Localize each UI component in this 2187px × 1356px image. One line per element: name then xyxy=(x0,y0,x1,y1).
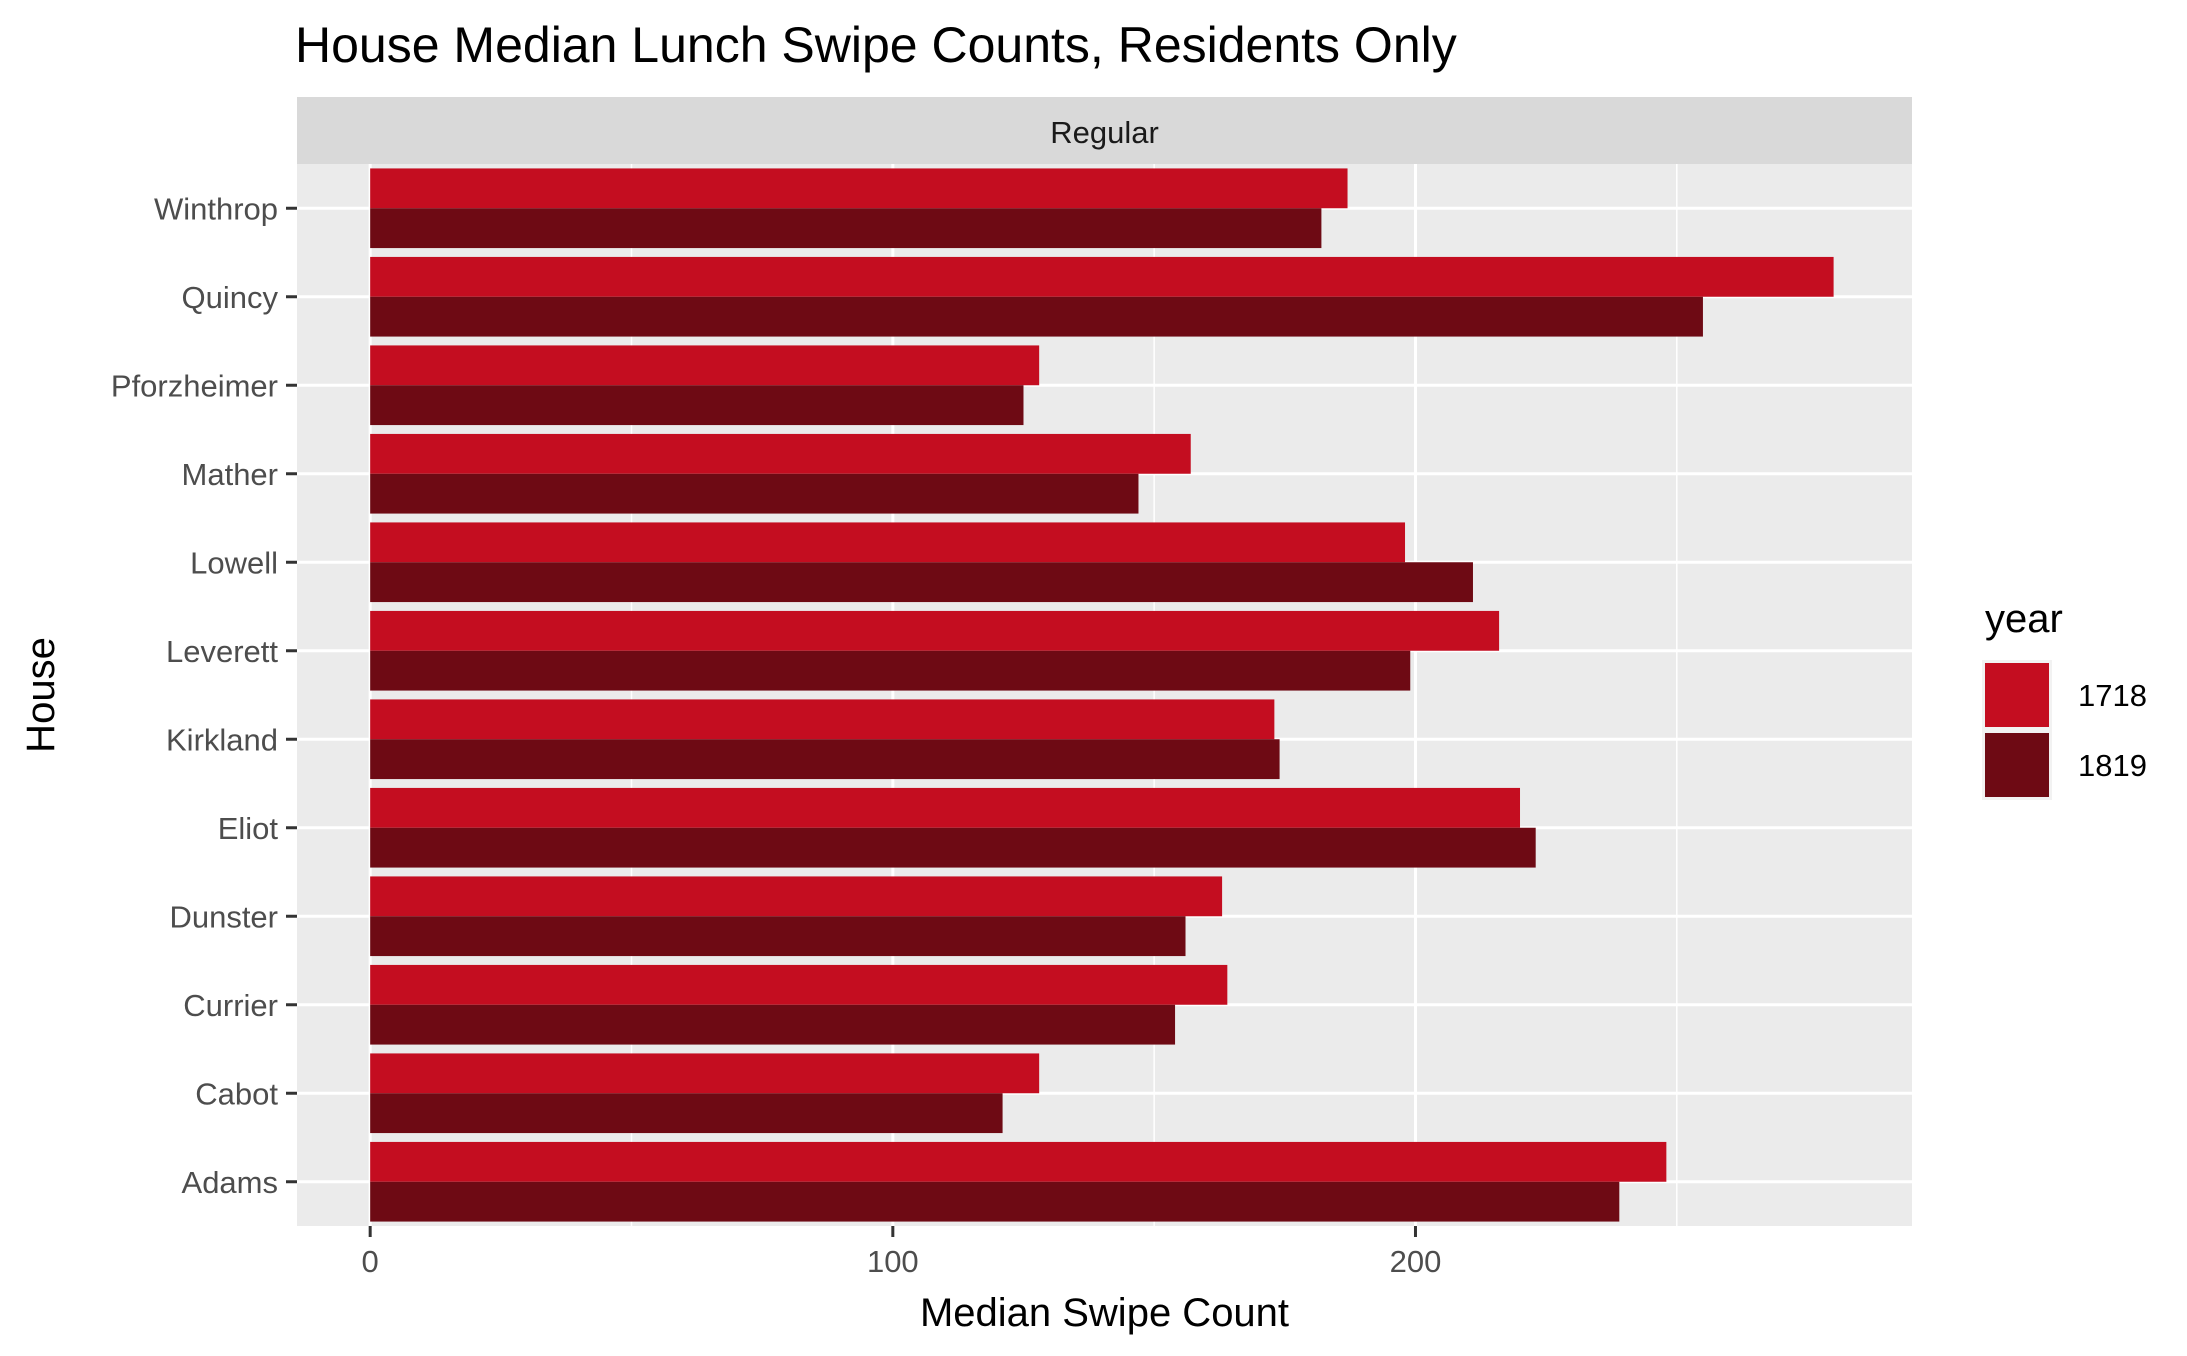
bar-pforzheimer-1718 xyxy=(370,345,1040,386)
bar-currier-1718 xyxy=(370,964,1228,1005)
y-tick-label: Cabot xyxy=(195,1076,278,1111)
bar-kirkland-1819 xyxy=(370,739,1280,780)
x-axis-title: Median Swipe Count xyxy=(920,1291,1289,1335)
y-tick-label: Pforzheimer xyxy=(111,368,278,403)
bar-winthrop-1819 xyxy=(370,208,1322,249)
legend-swatch-1819 xyxy=(1985,733,2049,797)
bar-mather-1718 xyxy=(370,433,1191,474)
y-tick-label: Quincy xyxy=(182,280,279,315)
bars xyxy=(370,168,1834,1222)
bar-leverett-1718 xyxy=(370,610,1500,651)
y-tick-label: Dunster xyxy=(169,899,278,934)
facet-strip-label: Regular xyxy=(1050,115,1159,150)
y-tick-label: Eliot xyxy=(218,811,279,846)
bar-dunster-1718 xyxy=(370,876,1223,917)
y-tick-label: Adams xyxy=(182,1165,278,1200)
bar-mather-1819 xyxy=(370,473,1139,514)
x-tick-label: 200 xyxy=(1390,1244,1442,1279)
bar-eliot-1819 xyxy=(370,827,1536,868)
y-axis-title: House xyxy=(19,637,63,753)
y-tick-label: Currier xyxy=(183,988,278,1023)
bar-cabot-1718 xyxy=(370,1053,1040,1094)
facet-strip xyxy=(297,97,1912,164)
bar-kirkland-1718 xyxy=(370,699,1275,740)
y-tick-label: Kirkland xyxy=(166,722,278,757)
y-tick-label: Winthrop xyxy=(154,191,278,226)
y-tick-label: Mather xyxy=(182,457,278,492)
plot-panel xyxy=(297,164,1912,1226)
y-tick-label: Leverett xyxy=(166,634,278,669)
bar-adams-1718 xyxy=(370,1141,1667,1182)
bar-pforzheimer-1819 xyxy=(370,385,1024,426)
bar-eliot-1718 xyxy=(370,787,1521,828)
bar-leverett-1819 xyxy=(370,650,1411,691)
bar-lowell-1819 xyxy=(370,562,1473,603)
bar-quincy-1819 xyxy=(370,296,1703,337)
bar-currier-1819 xyxy=(370,1004,1176,1045)
bar-winthrop-1718 xyxy=(370,168,1348,209)
y-axis: Adams Cabot Currier Dunster Eliot Kirkland Lev… xyxy=(111,191,297,1200)
bar-cabot-1819 xyxy=(370,1093,1003,1134)
chart-title: House Median Lunch Swipe Counts, Residen… xyxy=(295,17,1457,73)
legend-label-1718: 1718 xyxy=(2078,678,2147,713)
legend: year 1718 1819 xyxy=(1982,597,2147,800)
x-axis: 0 100 200 xyxy=(362,1226,1442,1279)
bar-adams-1819 xyxy=(370,1181,1620,1222)
bar-quincy-1718 xyxy=(370,256,1834,297)
x-tick-label: 0 xyxy=(362,1244,379,1279)
bar-lowell-1718 xyxy=(370,522,1406,563)
x-tick-label: 100 xyxy=(867,1244,919,1279)
legend-label-1819: 1819 xyxy=(2078,748,2147,783)
legend-title: year xyxy=(1985,597,2063,641)
bar-dunster-1819 xyxy=(370,916,1186,957)
y-tick-label: Lowell xyxy=(190,545,278,580)
legend-swatch-1718 xyxy=(1985,663,2049,727)
